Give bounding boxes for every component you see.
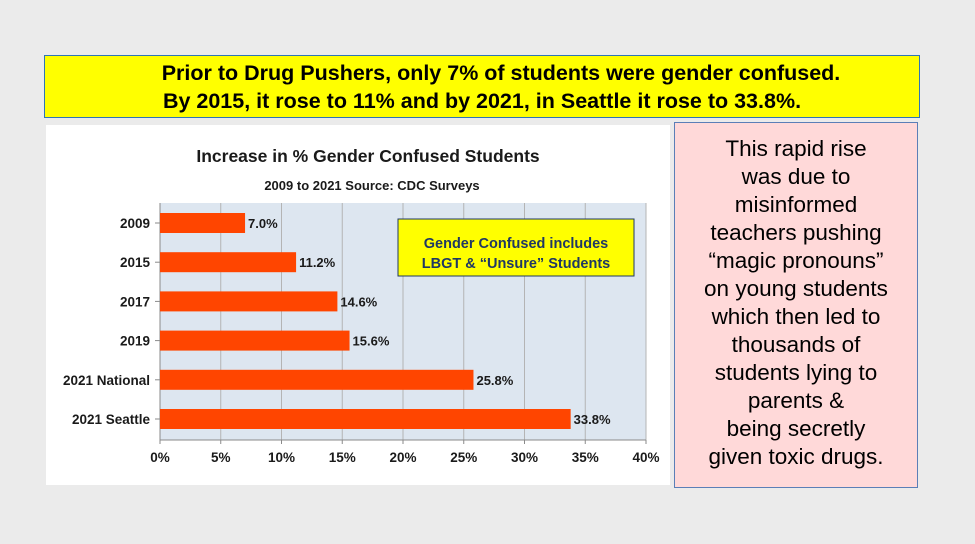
commentary-line: on young students (704, 276, 888, 301)
commentary-line: being secretly (726, 416, 866, 441)
data-label: 11.2% (299, 255, 336, 270)
annotation-line-1: Gender Confused includes (424, 236, 609, 252)
commentary-line: misinformed (734, 192, 858, 217)
headline-line-2: By 2015, it rose to 11% and by 2021, in … (162, 88, 802, 113)
commentary-line: students lying to (714, 360, 878, 385)
bar-chart: Increase in % Gender Confused Students 2… (63, 146, 660, 465)
data-label: 7.0% (248, 216, 278, 231)
data-label: 25.8% (476, 373, 513, 388)
commentary-line: “magic pronouns” (708, 248, 884, 273)
data-label: 14.6% (340, 294, 377, 309)
headline-banner: Prior to Drug Pushers, only 7% of studen… (44, 55, 920, 118)
x-tick-label: 35% (572, 450, 599, 465)
data-label: 33.8% (574, 412, 611, 427)
commentary-line: This rapid rise (725, 136, 867, 161)
commentary-line: given toxic drugs. (708, 444, 884, 469)
category-label: 2015 (120, 255, 151, 270)
x-tick-label: 15% (329, 450, 356, 465)
x-tick-label: 10% (268, 450, 295, 465)
x-tick-label: 25% (450, 450, 477, 465)
category-label: 2019 (120, 334, 150, 349)
commentary-line: parents & (747, 388, 845, 413)
commentary-line: teachers pushing (710, 220, 882, 245)
commentary-box: This rapid rise was due to misinformed teac… (674, 122, 918, 488)
x-tick-label: 30% (511, 450, 538, 465)
annotation-box (397, 218, 635, 277)
bar-2021-national (160, 369, 474, 390)
chart-panel: Increase in % Gender Confused Students 2… (46, 125, 670, 485)
category-label: 2009 (120, 216, 150, 231)
chart-title: Increase in % Gender Confused Students (196, 146, 540, 166)
chart-subtitle: 2009 to 2021 Source: CDC Surveys (264, 178, 479, 193)
x-tick-label: 20% (389, 450, 416, 465)
bar-2009 (160, 213, 246, 233)
commentary-line: was due to (741, 164, 851, 189)
bar-2017 (160, 291, 338, 312)
commentary-line: which then led to (711, 304, 881, 329)
x-tick-label: 40% (632, 450, 659, 465)
x-tick-label: 5% (211, 450, 231, 465)
x-tick-label: 0% (150, 450, 170, 465)
category-label: 2017 (120, 294, 150, 309)
chart-annotation: Gender Confused includes LBGT & “Unsure”… (397, 218, 635, 277)
bar-2019 (160, 330, 350, 351)
category-label: 2021 Seattle (72, 412, 151, 427)
commentary-line: thousands of (731, 332, 861, 357)
data-label: 15.6% (353, 334, 390, 349)
bar-2015 (160, 252, 297, 273)
bar-2021-seattle (160, 409, 571, 429)
annotation-line-2: LBGT & “Unsure” Students (422, 256, 611, 272)
category-label: 2021 National (63, 373, 150, 388)
headline-line-1: Prior to Drug Pushers, only 7% of studen… (161, 60, 841, 85)
